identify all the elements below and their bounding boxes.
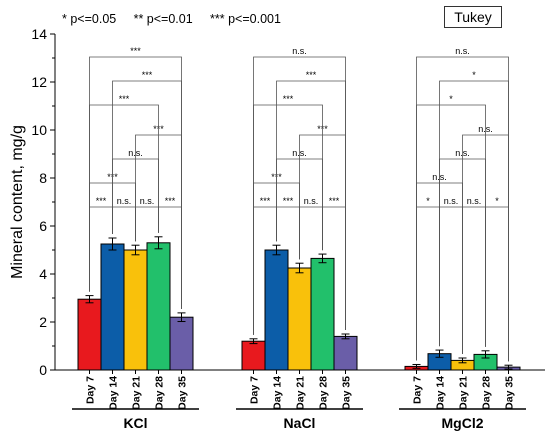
y-tick-label: 14 xyxy=(31,26,47,42)
y-tick-label: 8 xyxy=(39,170,47,186)
significance-label: *** xyxy=(142,70,153,80)
significance-label: n.s. xyxy=(304,196,319,206)
significance-label: *** xyxy=(130,46,141,56)
bar-NaCl-day21 xyxy=(287,267,312,371)
bar-NaCl-day14 xyxy=(264,249,289,371)
bar-NaCl-day28 xyxy=(310,257,335,371)
x-tick-label: Day 28 xyxy=(481,376,493,410)
x-tick-label: Day 14 xyxy=(435,376,447,410)
y-tick-label: 10 xyxy=(31,122,47,138)
y-tick-label: 12 xyxy=(31,74,47,90)
bar-KCl-day7 xyxy=(77,298,102,371)
x-tick-label: Day 14 xyxy=(272,376,284,410)
significance-bracket xyxy=(416,104,486,361)
significance-label: * xyxy=(449,94,453,104)
significance-bracket xyxy=(462,206,486,354)
y-tick-label: 0 xyxy=(39,362,47,378)
significance-label: n.s. xyxy=(455,46,470,56)
x-tick-label: Day 7 xyxy=(412,376,424,404)
x-tick-label: Day 28 xyxy=(318,376,330,410)
x-tick-label: Day 21 xyxy=(295,376,307,410)
x-tick-label: Day 35 xyxy=(341,376,353,410)
x-tick-label: Day 28 xyxy=(154,376,166,410)
significance-label: *** xyxy=(306,70,317,80)
y-axis-label: Mineral content, mg/g xyxy=(9,125,26,279)
significance-label: n.s. xyxy=(140,196,155,206)
x-tick-label: Day 21 xyxy=(458,376,470,410)
significance-label: n.s. xyxy=(117,196,132,206)
bar-NaCl-day7 xyxy=(241,340,266,371)
significance-label: *** xyxy=(119,94,130,104)
significance-bracket xyxy=(253,56,346,335)
significance-label: *** xyxy=(283,94,294,104)
y-tick-label: 6 xyxy=(39,218,47,234)
significance-label: n.s. xyxy=(292,46,307,56)
significance-legend: * p<=0.05 ** p<=0.01 *** p<=0.001 xyxy=(62,12,281,26)
y-tick-label: 2 xyxy=(39,314,47,330)
significance-label: * xyxy=(426,196,430,206)
significance-label: *** xyxy=(96,196,107,206)
significance-label: n.s. xyxy=(444,196,459,206)
y-tick-label: 4 xyxy=(39,266,47,282)
bar-KCl-day21 xyxy=(123,249,148,371)
significance-label: * xyxy=(472,70,476,80)
significance-bracket xyxy=(299,206,323,260)
group-label-MgCl2: MgCl2 xyxy=(442,415,484,431)
x-tick-label: Day 14 xyxy=(108,376,120,410)
x-tick-label: Day 7 xyxy=(249,376,261,404)
significance-label: n.s. xyxy=(467,196,482,206)
significance-bracket xyxy=(416,56,509,362)
group-label-KCl: KCl xyxy=(123,415,147,431)
significance-label: * xyxy=(495,196,499,206)
significance-label: *** xyxy=(329,196,340,206)
x-tick-label: Day 7 xyxy=(85,376,97,404)
significance-label: *** xyxy=(165,196,176,206)
bar-NaCl-day35 xyxy=(333,335,358,371)
x-tick-label: Day 35 xyxy=(177,376,189,410)
significance-label: *** xyxy=(283,196,294,206)
significance-bracket xyxy=(112,206,136,242)
bar-KCl-day35 xyxy=(169,316,194,371)
significance-bracket xyxy=(416,206,440,361)
significance-bracket xyxy=(135,206,159,242)
x-tick-label: Day 21 xyxy=(131,376,143,410)
bar-KCl-day14 xyxy=(100,243,125,371)
significance-bracket xyxy=(485,206,509,362)
significance-bracket xyxy=(439,80,509,362)
significance-bracket xyxy=(89,56,182,309)
significance-bracket xyxy=(439,206,463,354)
group-label-NaCl: NaCl xyxy=(284,415,316,431)
significance-label: *** xyxy=(260,196,271,206)
bar-KCl-day28 xyxy=(146,242,171,371)
x-tick-label: Day 35 xyxy=(504,376,516,410)
test-method-label: Tukey xyxy=(444,6,502,28)
